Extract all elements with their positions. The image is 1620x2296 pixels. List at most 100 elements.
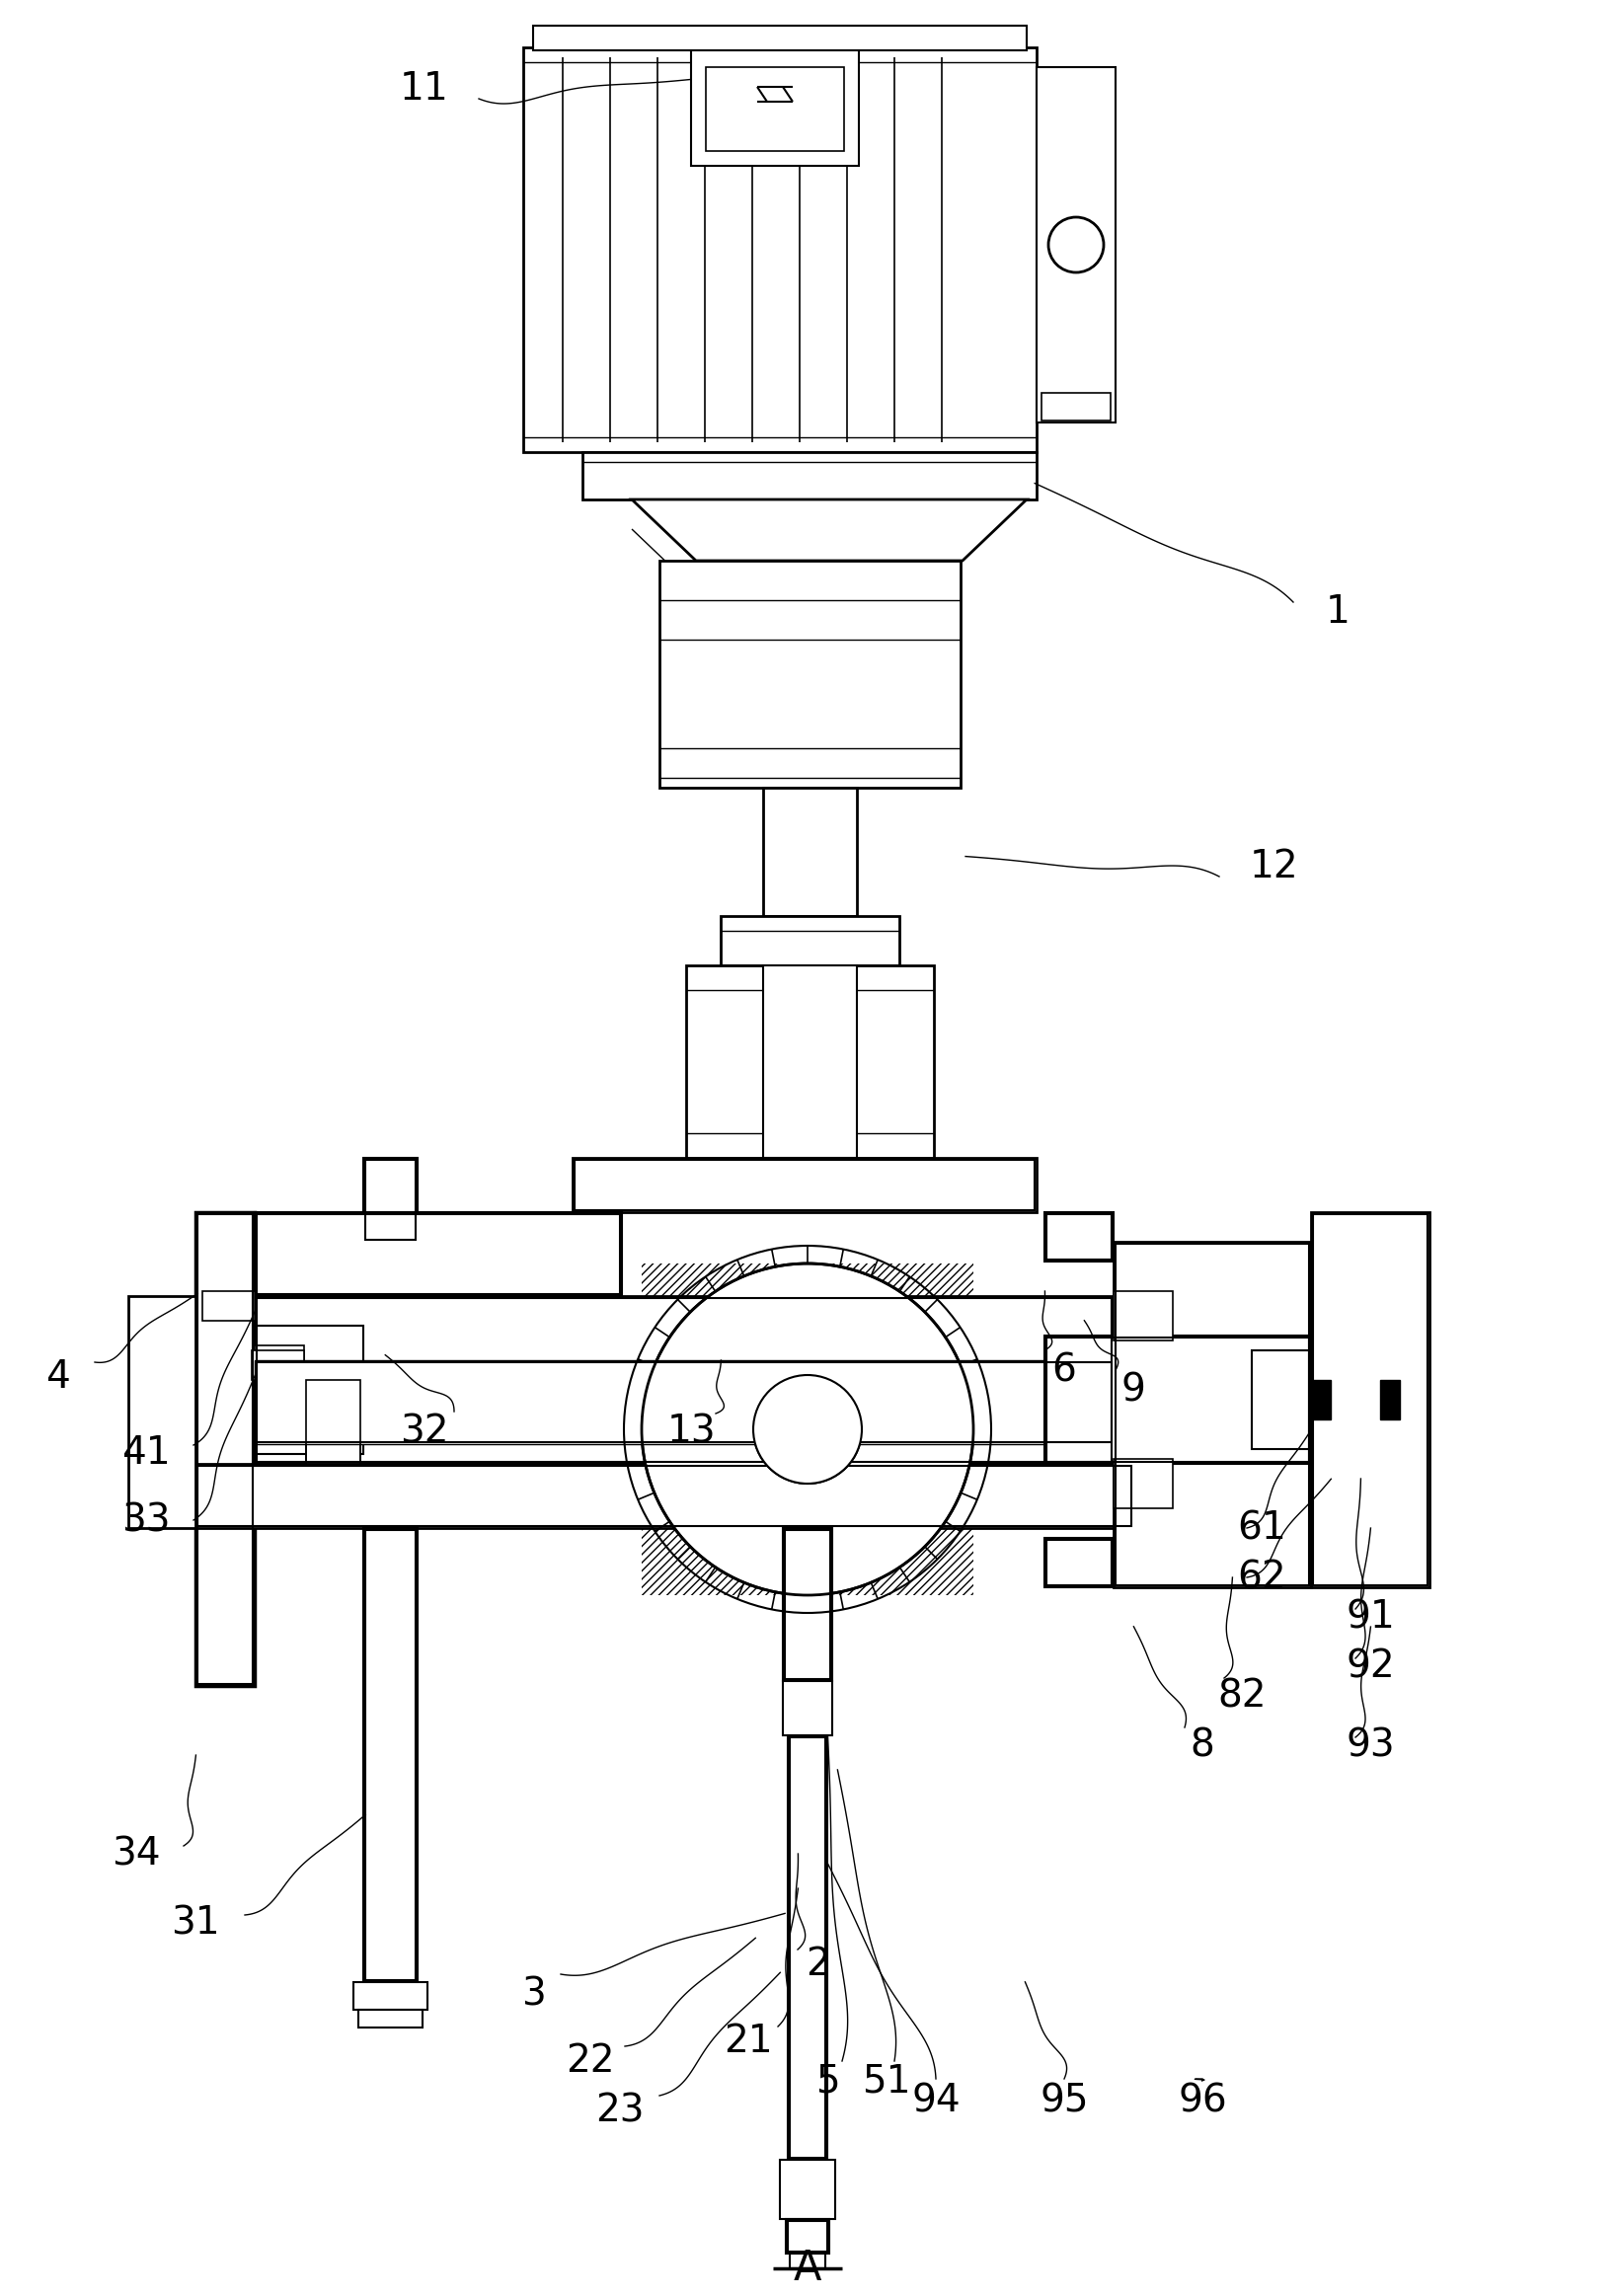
Bar: [254, 1325, 363, 1453]
Text: 91: 91: [1346, 1598, 1395, 1635]
Bar: [1047, 1339, 1309, 1463]
Bar: [1045, 1538, 1113, 1587]
Bar: [254, 1295, 1113, 1465]
Bar: [1113, 1290, 1173, 1341]
Bar: [787, 2220, 828, 2252]
Text: 96: 96: [1178, 2082, 1226, 2119]
Bar: [533, 25, 1027, 51]
Text: 1: 1: [1325, 592, 1349, 631]
Bar: [1047, 1215, 1111, 1261]
Text: 82: 82: [1218, 1676, 1267, 1715]
Text: 22: 22: [565, 2043, 614, 2080]
Text: 41: 41: [121, 1435, 170, 1472]
Bar: [364, 1529, 416, 1979]
Text: 23: 23: [596, 2092, 645, 2128]
Bar: [642, 1263, 974, 1596]
Circle shape: [753, 1375, 862, 1483]
Bar: [1380, 1380, 1400, 1419]
Bar: [1047, 1541, 1111, 1584]
Bar: [198, 1465, 1131, 1527]
Text: 6: 6: [1051, 1352, 1076, 1389]
Bar: [256, 1215, 620, 1295]
Bar: [311, 1382, 355, 1463]
Bar: [1042, 393, 1111, 420]
Bar: [1311, 1380, 1330, 1419]
Bar: [791, 2255, 825, 2268]
Bar: [1113, 1242, 1311, 1587]
Text: 8: 8: [1191, 1727, 1215, 1763]
Text: 93: 93: [1346, 1727, 1395, 1763]
Text: 94: 94: [912, 2082, 961, 2119]
Bar: [583, 452, 1037, 501]
Bar: [364, 1159, 416, 1240]
Bar: [198, 1215, 253, 1683]
Bar: [1312, 1215, 1427, 1584]
Bar: [364, 1159, 416, 1240]
Bar: [575, 1159, 1035, 1210]
Bar: [779, 2161, 836, 2218]
Circle shape: [1048, 218, 1103, 273]
Bar: [256, 1362, 1111, 1442]
Bar: [791, 1738, 825, 2158]
Bar: [1312, 1215, 1427, 1584]
Text: 21: 21: [724, 2023, 773, 2060]
Text: 13: 13: [666, 1412, 716, 1451]
Text: 62: 62: [1238, 1559, 1286, 1596]
Bar: [784, 1529, 829, 1678]
Bar: [1113, 1458, 1173, 1508]
Text: 31: 31: [172, 1903, 220, 1942]
Bar: [1047, 1339, 1309, 1463]
Bar: [1047, 1541, 1111, 1584]
Bar: [1045, 1212, 1113, 1261]
Bar: [687, 964, 933, 1157]
Bar: [787, 2220, 828, 2252]
Bar: [256, 1297, 1111, 1463]
Bar: [1116, 1244, 1309, 1584]
Text: 34: 34: [112, 1835, 160, 1874]
Bar: [196, 1465, 1134, 1529]
Bar: [358, 2009, 423, 2027]
Bar: [782, 1529, 833, 1681]
Text: A: A: [794, 2248, 821, 2289]
Bar: [786, 2218, 829, 2255]
Bar: [254, 1345, 305, 1371]
Text: 95: 95: [1040, 2082, 1089, 2119]
Circle shape: [753, 1375, 862, 1483]
Bar: [575, 1159, 1035, 1210]
Bar: [251, 1350, 305, 1380]
Circle shape: [642, 1263, 974, 1596]
Text: 3: 3: [522, 1975, 546, 2014]
Bar: [198, 1215, 253, 1683]
Text: 32: 32: [400, 1412, 449, 1451]
Bar: [1252, 1350, 1311, 1449]
Bar: [1047, 1215, 1111, 1261]
Bar: [791, 1738, 825, 2158]
Bar: [1311, 1212, 1429, 1587]
Bar: [254, 1359, 1113, 1444]
Text: 2: 2: [805, 1945, 829, 1984]
Bar: [787, 1736, 828, 2161]
Bar: [256, 1362, 1111, 1442]
Bar: [659, 560, 961, 788]
Text: 9: 9: [1121, 1371, 1145, 1407]
Polygon shape: [632, 501, 1027, 560]
Bar: [692, 48, 859, 165]
Bar: [1254, 1352, 1309, 1446]
Text: 4: 4: [45, 1359, 70, 1396]
Bar: [1116, 1244, 1309, 1584]
Bar: [1037, 67, 1116, 422]
Bar: [763, 964, 857, 1157]
Bar: [763, 788, 857, 916]
Bar: [721, 916, 899, 964]
Bar: [1252, 1350, 1311, 1449]
Bar: [198, 1465, 1131, 1527]
Text: 33: 33: [121, 1502, 170, 1538]
Bar: [572, 1157, 1037, 1212]
Bar: [706, 67, 844, 152]
Bar: [364, 1529, 416, 1979]
Bar: [306, 1380, 360, 1465]
Bar: [256, 1215, 620, 1295]
Bar: [363, 1157, 418, 1242]
Text: 12: 12: [1249, 847, 1298, 886]
Bar: [784, 1529, 829, 1678]
